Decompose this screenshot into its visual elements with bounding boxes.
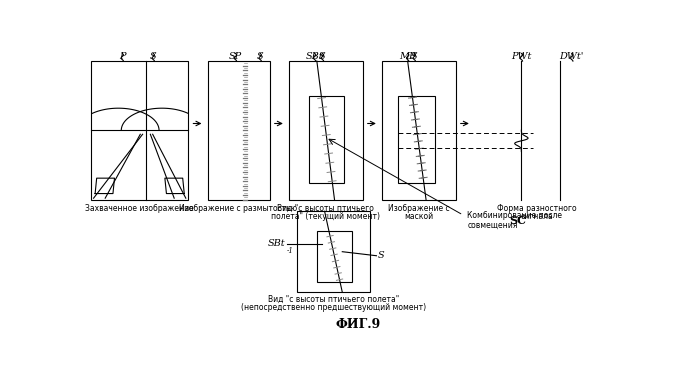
Text: S: S (378, 251, 384, 260)
Bar (296, 211, 370, 292)
Text: MP: MP (399, 52, 416, 61)
Text: Вид "с высоты птичьего: Вид "с высоты птичьего (278, 203, 374, 213)
Text: -1: -1 (287, 248, 294, 255)
Text: S: S (319, 52, 326, 61)
Bar (317, 232, 352, 282)
Text: маской: маской (404, 212, 433, 221)
Text: полета" (текущий момент): полета" (текущий момент) (271, 212, 380, 221)
Text: Изображение с размытостью: Изображение с размытостью (180, 203, 298, 213)
Text: Вид "с высоты птичьего полета": Вид "с высоты птичьего полета" (268, 295, 399, 303)
Text: SBt: SBt (306, 52, 324, 61)
Text: S: S (411, 52, 417, 61)
Text: сигнала: сигнала (521, 212, 553, 221)
Text: SP: SP (229, 52, 242, 61)
Bar (92, 61, 188, 200)
Text: DWt': DWt' (560, 52, 584, 61)
Text: PWt: PWt (511, 52, 531, 61)
Bar (289, 61, 363, 200)
Bar (310, 96, 344, 183)
Text: SC: SC (509, 215, 526, 226)
Text: SBt: SBt (268, 239, 285, 248)
Bar (208, 61, 270, 200)
Text: P: P (119, 52, 126, 61)
Text: S: S (257, 52, 264, 61)
Text: S: S (150, 52, 157, 61)
Text: Изображение с: Изображение с (388, 203, 449, 213)
Bar (398, 96, 435, 183)
Text: совмещения: совмещения (467, 221, 517, 229)
Text: Форма разностного: Форма разностного (497, 203, 577, 213)
Bar (382, 61, 456, 200)
Text: (непосредственно предшествующий момент): (непосредственно предшествующий момент) (241, 303, 426, 312)
Text: Комбинирование после: Комбинирование после (467, 211, 562, 220)
Text: ФИГ.9: ФИГ.9 (336, 319, 381, 331)
Text: Захваченное изображение: Захваченное изображение (85, 203, 194, 213)
